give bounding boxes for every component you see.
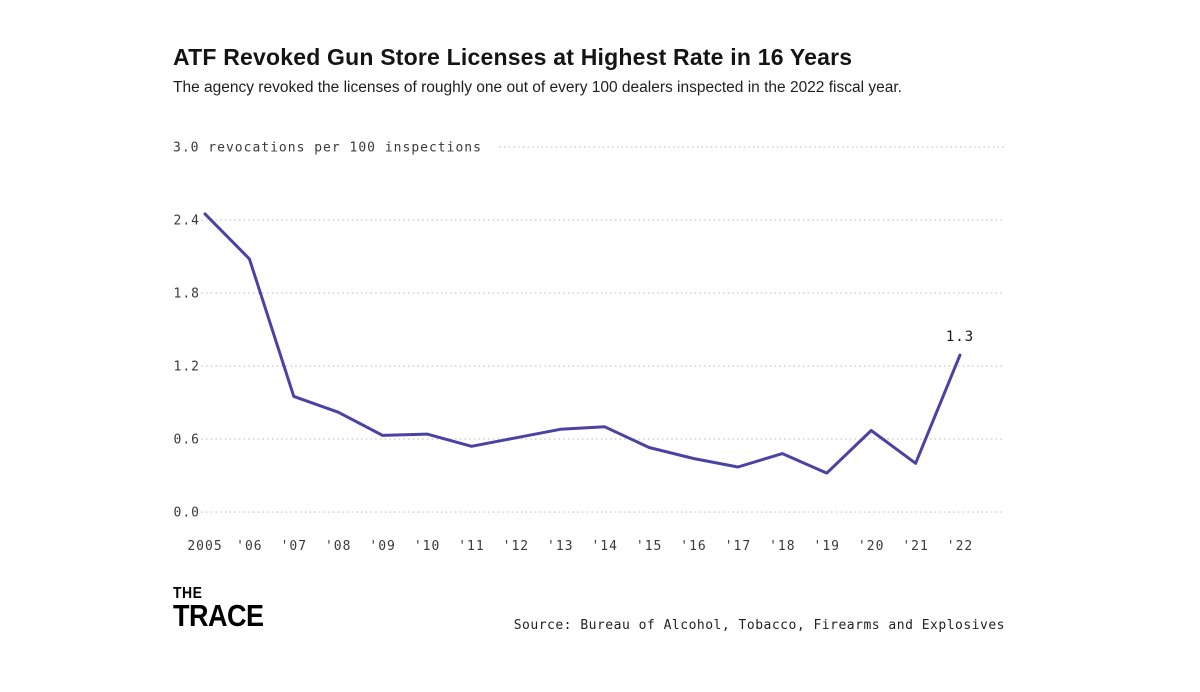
x-tick-label: '11	[458, 539, 484, 554]
y-tick-label: 1.2	[174, 360, 200, 375]
y-tick-label: 2.4	[174, 214, 200, 229]
y-tick-label: 1.8	[174, 287, 200, 302]
x-tick-label: '13	[547, 539, 573, 554]
x-tick-label: '09	[369, 539, 395, 554]
logo-line-the: THE	[173, 582, 203, 602]
chart-subtitle: The agency revoked the licenses of rough…	[173, 79, 902, 96]
x-tick-label: '18	[769, 539, 795, 554]
x-tick-label: '19	[814, 539, 840, 554]
x-tick-label: '20	[858, 539, 884, 554]
x-tick-label: '22	[947, 539, 973, 554]
x-tick-label: '14	[591, 539, 617, 554]
line-chart: 0.0 0.6 1.2 1.8 2.4 3.0 revocations per 100 i…	[170, 135, 1015, 565]
chart-title: ATF Revoked Gun Store Licenses at Highes…	[173, 44, 853, 70]
x-tick-label: '06	[236, 539, 262, 554]
x-tick-label: '12	[503, 539, 529, 554]
x-tick-label: '16	[680, 539, 706, 554]
end-data-label: 1.3	[946, 329, 974, 345]
the-trace-logo: THE TRACE	[173, 582, 264, 632]
line-chart-svg: 0.0 0.6 1.2 1.8 2.4 3.0 revocations per 100 i…	[173, 141, 1006, 554]
y-axis-title: 3.0 revocations per 100 inspections	[173, 141, 482, 156]
logo-line-trace: TRACE	[173, 599, 264, 633]
data-line	[203, 212, 962, 475]
x-tick-label: '10	[414, 539, 440, 554]
x-tick-label: 2005	[187, 539, 222, 554]
y-tick-label: 0.6	[174, 433, 200, 448]
source-credit: Source: Bureau of Alcohol, Tobacco, Fire…	[513, 618, 1005, 633]
x-tick-label: '08	[325, 539, 351, 554]
x-tick-label: '15	[636, 539, 662, 554]
x-tick-label: '21	[902, 539, 928, 554]
x-tick-label: '17	[725, 539, 751, 554]
x-tick-label: '07	[281, 539, 307, 554]
y-tick-label: 0.0	[174, 506, 200, 521]
